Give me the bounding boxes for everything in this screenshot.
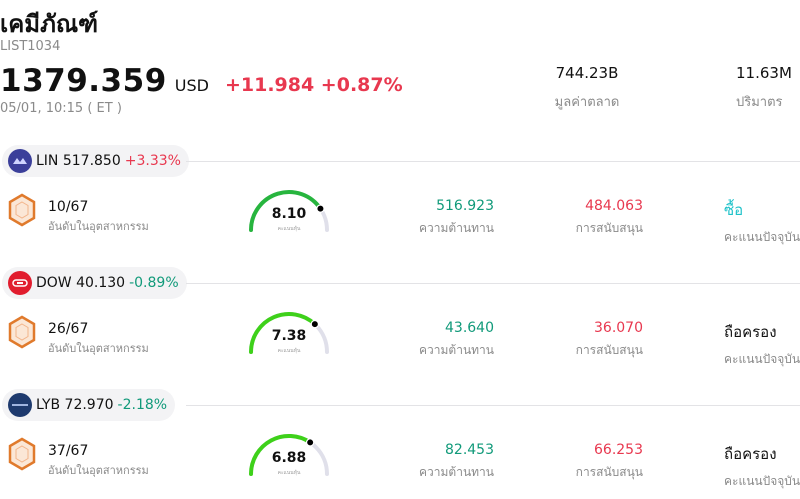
support-block: 66.253 การสนับสนุน bbox=[576, 442, 643, 482]
volume-stat: 11.63M ปริมาตร bbox=[736, 64, 800, 112]
gauge-fill bbox=[249, 312, 317, 354]
stock-change: -0.89% bbox=[129, 275, 179, 291]
support-block: 484.063 การสนับสนุน bbox=[576, 198, 643, 238]
stock-symbol-price: DOW 40.130 bbox=[36, 275, 126, 291]
industry-rank-hexagon-icon bbox=[8, 315, 36, 349]
gauge-indicator-dot bbox=[316, 204, 325, 213]
volume-value: 11.63M bbox=[736, 64, 792, 82]
volume-label: ปริมาตร bbox=[736, 95, 783, 110]
price-change: +11.984 +0.87% bbox=[224, 74, 403, 96]
stock-score-gauge bbox=[249, 190, 329, 232]
resistance-value: 82.453 bbox=[445, 442, 494, 458]
stock-score-value: 7.38 bbox=[271, 328, 307, 344]
gauge-indicator-dot bbox=[310, 319, 320, 329]
gauge-fill bbox=[249, 190, 323, 232]
stock-change: -2.18% bbox=[117, 397, 168, 413]
timestamp: 05/01, 10:15 ( ET ) bbox=[0, 101, 122, 116]
stock-symbol-price: LIN 517.850 bbox=[36, 153, 121, 169]
industry-rank: 10/67 bbox=[48, 199, 89, 215]
market-cap-stat: 744.23B มูลค่าตลาด bbox=[548, 64, 626, 112]
resistance-label: ความต้านทาน bbox=[419, 343, 494, 357]
current-rating-label: คะแนนปัจจุบัน bbox=[724, 352, 800, 366]
industry-rank-hexagon-icon bbox=[8, 193, 36, 227]
stock-score-label: คะแนนหุ้น bbox=[277, 470, 301, 476]
resistance-block: 82.453 ความต้านทาน bbox=[419, 442, 494, 482]
stock-section: DOW 40.130 -0.89% 26/67 อันดับในอุตสาหกร… bbox=[0, 267, 800, 389]
stock-pill[interactable]: LIN 517.850 +3.33% bbox=[2, 145, 189, 177]
industry-rank-label: อันดับในอุตสาหกรรม bbox=[48, 464, 149, 477]
current-rating: ซื้อ bbox=[724, 201, 744, 219]
stock-section: LYB 72.970 -2.18% 37/67 อันดับในอุตสาหกร… bbox=[0, 389, 800, 499]
rating-block: ถือครอง คะแนนปัจจุบัน bbox=[724, 442, 800, 491]
page-title: เคมีภัณฑ์ bbox=[0, 10, 99, 38]
current-rating-label: คะแนนปัจจุบัน bbox=[724, 474, 800, 488]
stock-score-gauge bbox=[249, 312, 329, 354]
rating-block: ซื้อ คะแนนปัจจุบัน bbox=[724, 198, 800, 247]
support-block: 36.070 การสนับสนุน bbox=[576, 320, 643, 360]
dow-logo-icon bbox=[8, 271, 32, 295]
gauge-indicator-dot bbox=[305, 438, 315, 447]
industry-rank-label: อันดับในอุตสาหกรรม bbox=[48, 342, 149, 355]
industry-rank: 37/67 bbox=[48, 443, 89, 459]
stock-score-label: คะแนนหุ้น bbox=[277, 226, 301, 232]
stock-score-value: 6.88 bbox=[271, 450, 307, 466]
price-row: 1379.359 USD +11.984 +0.87% bbox=[0, 63, 403, 99]
gauge-fill bbox=[249, 434, 313, 476]
market-cap-value: 744.23B bbox=[555, 64, 619, 82]
current-rating: ถือครอง bbox=[724, 323, 777, 341]
support-value: 484.063 bbox=[585, 198, 643, 214]
industry-rank: 26/67 bbox=[48, 321, 89, 337]
stock-score-gauge bbox=[249, 434, 329, 476]
stock-symbol-price: LYB 72.970 bbox=[36, 397, 114, 413]
support-label: การสนับสนุน bbox=[575, 221, 643, 235]
resistance-label: ความต้านทาน bbox=[419, 465, 494, 479]
current-rating: ถือครอง bbox=[724, 445, 777, 463]
rating-block: ถือครอง คะแนนปัจจุบัน bbox=[724, 320, 800, 369]
resistance-block: 516.923 ความต้านทาน bbox=[419, 198, 494, 238]
section-divider bbox=[186, 283, 800, 284]
resistance-value: 43.640 bbox=[445, 320, 494, 336]
industry-rank-label: อันดับในอุตสาหกรรม bbox=[48, 220, 149, 233]
stock-score-value: 8.10 bbox=[271, 206, 307, 222]
section-divider bbox=[186, 161, 800, 162]
support-value: 66.253 bbox=[594, 442, 643, 458]
stock-pill[interactable]: DOW 40.130 -0.89% bbox=[2, 267, 187, 299]
currency: USD bbox=[174, 76, 209, 95]
linde-logo-icon bbox=[8, 149, 32, 173]
support-value: 36.070 bbox=[594, 320, 643, 336]
ticker-code: LIST1034 bbox=[0, 39, 61, 54]
resistance-label: ความต้านทาน bbox=[419, 221, 494, 235]
support-label: การสนับสนุน bbox=[575, 343, 643, 357]
support-label: การสนับสนุน bbox=[575, 465, 643, 479]
current-rating-label: คะแนนปัจจุบัน bbox=[724, 230, 800, 244]
resistance-block: 43.640 ความต้านทาน bbox=[419, 320, 494, 360]
industry-rank-hexagon-icon bbox=[8, 437, 36, 471]
lyondellbasell-logo-icon bbox=[8, 393, 32, 417]
market-cap-label: มูลค่าตลาด bbox=[554, 95, 620, 110]
index-price: 1379.359 bbox=[0, 63, 167, 99]
stock-pill[interactable]: LYB 72.970 -2.18% bbox=[2, 389, 176, 421]
section-divider bbox=[186, 405, 800, 406]
stock-change: +3.33% bbox=[124, 153, 181, 169]
stock-section: LIN 517.850 +3.33% 10/67 อันดับในอุตสาหก… bbox=[0, 145, 800, 267]
resistance-value: 516.923 bbox=[436, 198, 494, 214]
stock-score-label: คะแนนหุ้น bbox=[277, 348, 301, 354]
